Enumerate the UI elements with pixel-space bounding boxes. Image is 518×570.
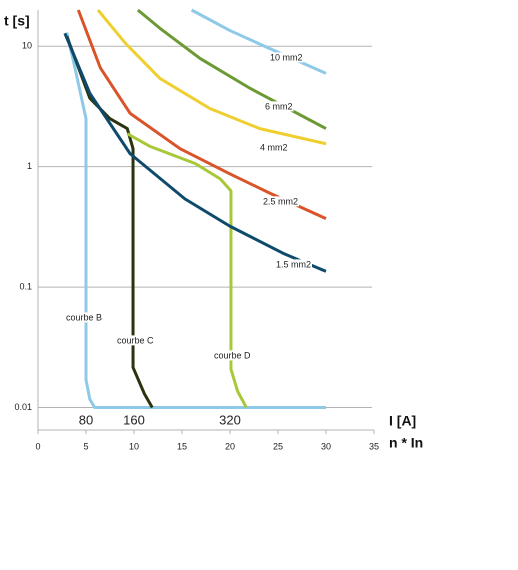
x-tick-label: 5 (83, 441, 88, 451)
current-label: 320 (219, 412, 241, 427)
series-line (65, 35, 154, 409)
current-label: 160 (123, 412, 145, 427)
x-tick-label: 30 (321, 441, 331, 451)
series-label-bg (269, 52, 304, 63)
x-tick-label: 15 (177, 441, 187, 451)
x-tick-label: 35 (369, 441, 379, 451)
y-tick-label: 0.1 (19, 281, 32, 291)
y-axis-label: t [s] (4, 13, 30, 29)
series-label: 4 mm2 (260, 142, 288, 152)
series-label: courbe D (214, 350, 251, 360)
series-label-bg (275, 259, 313, 270)
series-label-bg (264, 101, 294, 112)
series-line (126, 132, 248, 409)
series-line (76, 9, 327, 221)
y-tick-label: 10 (22, 41, 32, 51)
series-label: 6 mm2 (265, 101, 293, 111)
x-tick-label: 20 (225, 441, 235, 451)
series-label-bg (213, 350, 253, 361)
series-line (63, 32, 327, 273)
current-label: 80 (79, 412, 93, 427)
series-label: courbe B (66, 312, 102, 322)
series-label-bg (116, 335, 156, 346)
series-line (96, 9, 327, 146)
y-tick-label: 1 (27, 161, 32, 171)
series-label: 10 mm2 (270, 52, 303, 62)
series-line (65, 32, 326, 409)
series-line (136, 8, 327, 130)
x-axis-label: I [A] (389, 413, 416, 429)
y-tick-label: 0.01 (14, 402, 32, 412)
x-axis-label-2: n * In (389, 435, 423, 451)
series-label-bg (65, 312, 104, 323)
series-label-bg (259, 142, 289, 153)
series-label: 2.5 mm2 (263, 196, 298, 206)
series-label: courbe C (117, 335, 154, 345)
series-label-bg (262, 196, 300, 207)
x-tick-label: 10 (129, 441, 139, 451)
x-tick-label: 25 (273, 441, 283, 451)
series-label: 1.5 mm2 (276, 259, 311, 269)
x-tick-label: 0 (35, 441, 40, 451)
